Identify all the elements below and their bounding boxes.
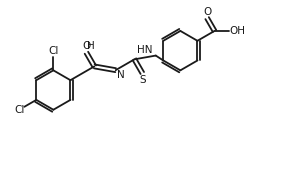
Text: HN: HN [137,45,153,55]
Text: Cl: Cl [14,105,24,115]
Text: Cl: Cl [48,46,59,56]
Text: H: H [88,41,95,51]
Text: S: S [139,75,146,85]
Text: N: N [117,70,124,80]
Text: O: O [203,7,211,17]
Text: O: O [82,41,91,51]
Text: OH: OH [229,26,245,36]
